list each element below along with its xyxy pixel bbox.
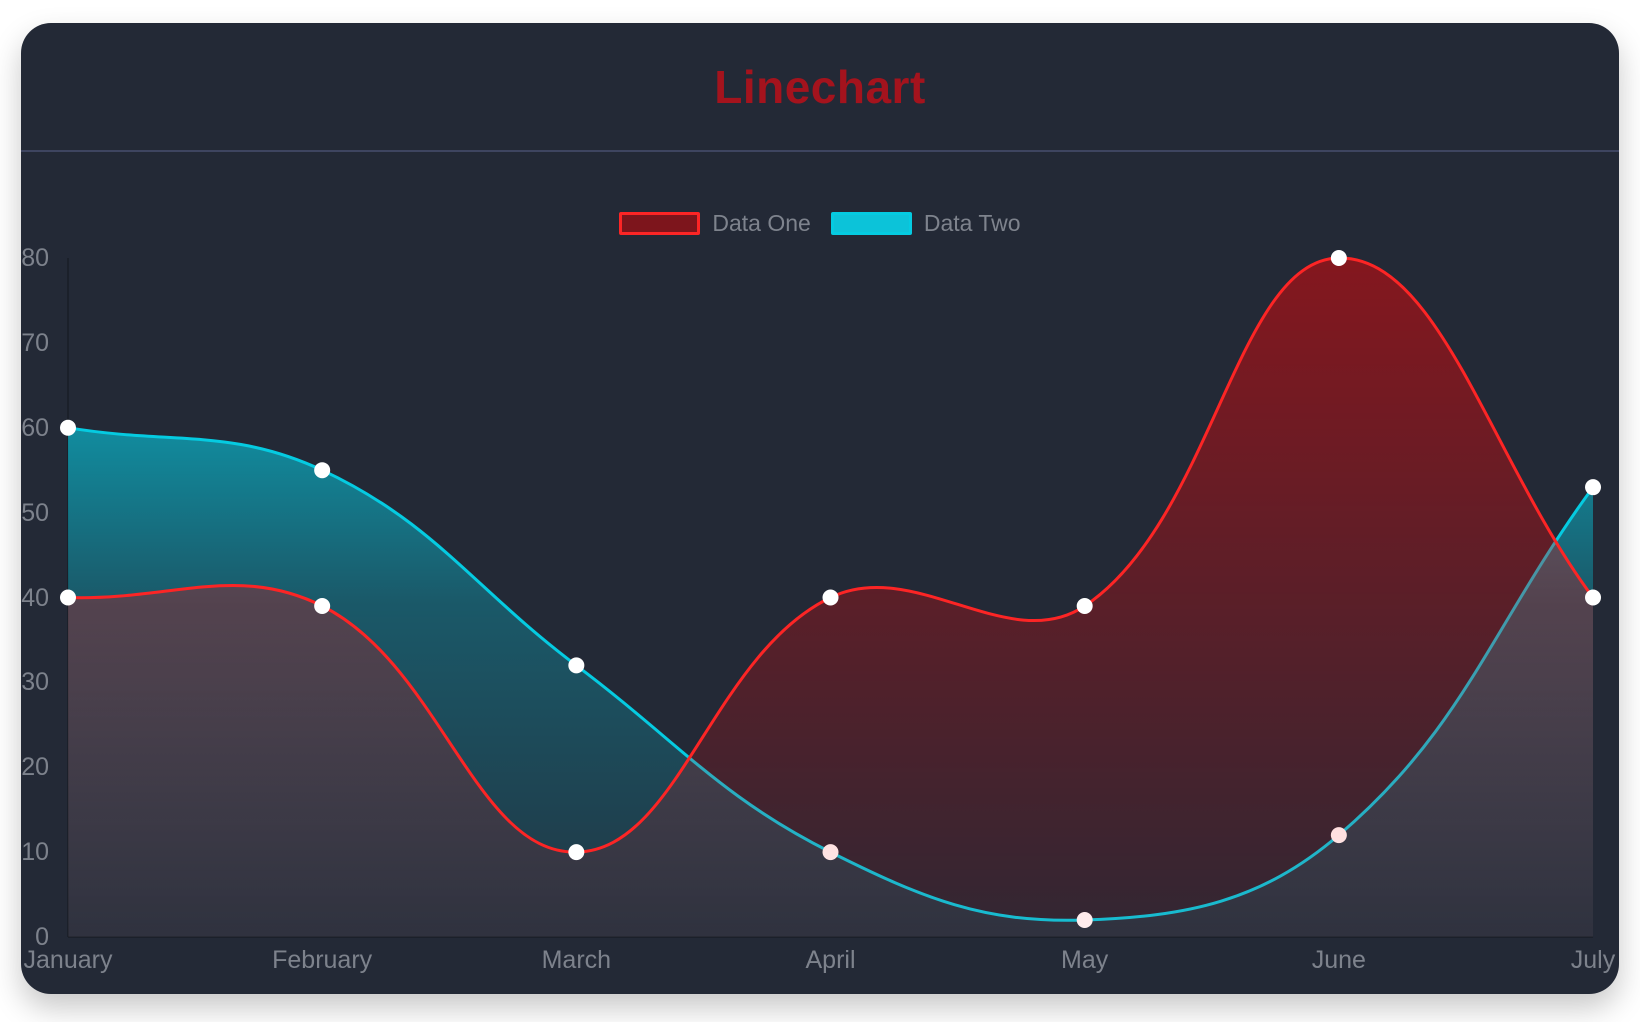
chart-card: Linechart Data One Data Two 0 10 20 30 40 50 6… [21, 23, 1619, 994]
x-axis-tick-january: January [23, 946, 113, 974]
y-axis-tick-70: 70 [21, 328, 49, 357]
data-point-data-two-february[interactable] [314, 462, 331, 479]
legend-label-data-one: Data One [712, 210, 811, 236]
legend-color-box-data-two [830, 212, 912, 235]
legend-color-box-data-one [619, 212, 701, 235]
y-axis-tick-40: 40 [21, 583, 49, 612]
data-point-data-one-june[interactable] [1330, 250, 1347, 266]
legend-item-data-two[interactable]: Data Two [830, 210, 1021, 237]
x-axis-tick-april: April [805, 946, 856, 974]
legend-item-data-one[interactable]: Data One [619, 210, 811, 237]
data-point-data-two-july[interactable] [1585, 479, 1602, 496]
line-chart[interactable] [21, 23, 1619, 994]
data-point-data-one-january[interactable] [60, 589, 76, 606]
x-axis-tick-february: February [272, 946, 373, 974]
data-point-data-two-january[interactable] [60, 419, 76, 436]
y-axis-tick-0: 0 [35, 923, 49, 951]
chart-legend: Data One Data Two [21, 210, 1619, 237]
chart-header: Linechart [21, 23, 1619, 152]
y-axis-tick-10: 10 [21, 838, 49, 867]
x-axis-tick-july: July [1570, 946, 1616, 974]
data-point-data-one-may[interactable] [1076, 597, 1093, 614]
page-title: Linechart [714, 60, 926, 113]
x-axis-tick-may: May [1061, 946, 1109, 974]
legend-label-data-two: Data Two [923, 210, 1021, 236]
data-point-data-one-february[interactable] [314, 597, 331, 614]
area-fill-data-one [68, 257, 1593, 937]
data-point-data-two-march[interactable] [568, 657, 585, 674]
data-point-data-one-july[interactable] [1585, 589, 1602, 606]
line-data-one [66, 256, 1595, 854]
data-point-data-one-april[interactable] [822, 589, 839, 606]
y-axis-tick-80: 80 [21, 244, 49, 272]
x-axis-tick-june: June [1311, 946, 1366, 974]
x-axis-tick-march: March [541, 946, 612, 974]
y-axis-tick-30: 30 [21, 668, 49, 697]
y-axis-tick-20: 20 [21, 753, 49, 782]
y-axis-tick-60: 60 [21, 413, 49, 442]
y-axis-tick-50: 50 [21, 498, 49, 527]
data-point-data-one-march[interactable] [568, 844, 585, 861]
